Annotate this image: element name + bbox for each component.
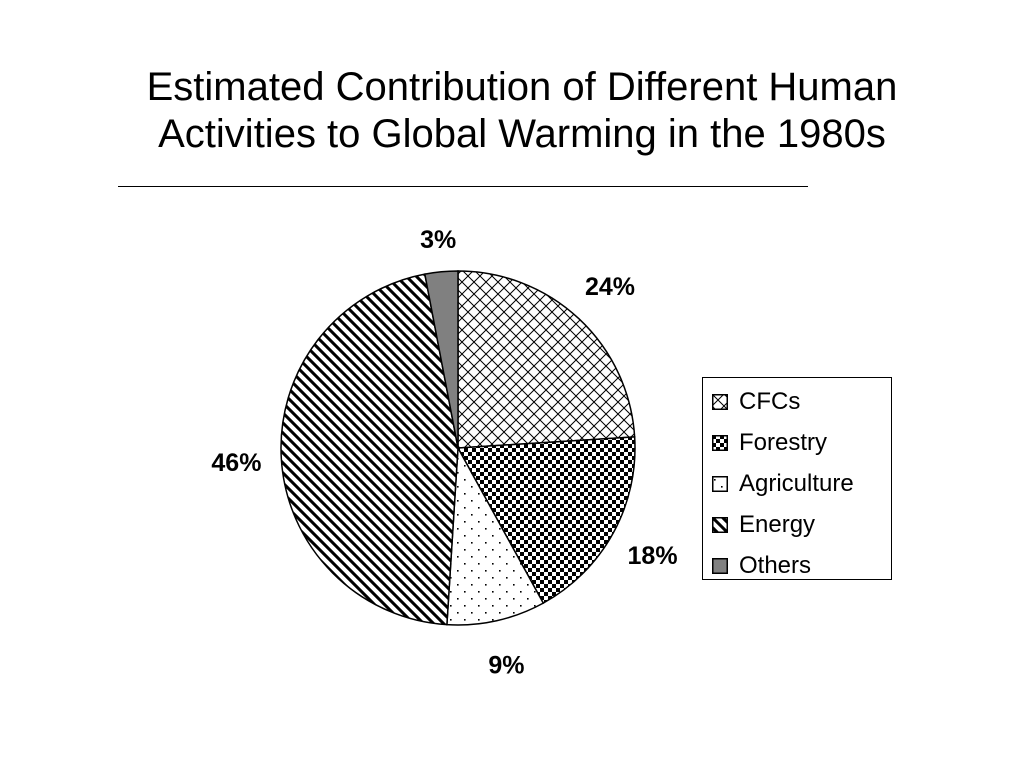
- pie-slice-cfcs: [457, 270, 636, 449]
- pie-label-agriculture: 9%: [488, 652, 524, 680]
- legend-item-forestry: Forestry: [712, 429, 827, 457]
- legend-label-agriculture: Agriculture: [739, 470, 854, 497]
- pie-slice-others: [423, 270, 459, 449]
- legend-swatch-others: [712, 558, 728, 574]
- legend-label-cfcs: CFCs: [739, 388, 801, 415]
- pie-label-others: 3%: [420, 226, 456, 254]
- legend-item-energy: Energy: [712, 511, 815, 539]
- legend-swatch-agriculture: [712, 476, 728, 492]
- legend-swatch-energy: [712, 517, 728, 533]
- pie-slices: [280, 270, 636, 626]
- legend-swatch-cfcs: [712, 394, 728, 410]
- legend-item-others: Others: [712, 552, 811, 580]
- pie-label-energy: 46%: [211, 449, 261, 477]
- legend-label-energy: Energy: [739, 511, 816, 538]
- chart-legend: CFCs Forestry Agriculture Energy Others: [702, 377, 892, 580]
- chart-title: Estimated Contribution of Different Huma…: [60, 64, 984, 158]
- pie-label-cfcs: 24%: [585, 273, 635, 301]
- legend-label-others: Others: [739, 552, 812, 579]
- title-divider: [118, 186, 808, 187]
- legend-item-agriculture: Agriculture: [712, 470, 854, 498]
- pie-slice-forestry: [456, 436, 636, 605]
- pie-label-forestry: 18%: [628, 542, 678, 570]
- chart-title-line-2: Activities to Global Warming in the 1980…: [158, 112, 886, 156]
- pie-percent-labels: 24% 18% 9% 46% 3%: [211, 226, 677, 680]
- pie-slice-energy: [280, 273, 459, 626]
- pie-slice-agriculture: [446, 445, 545, 626]
- legend-item-cfcs: CFCs: [712, 388, 800, 416]
- chart-title-line-1: Estimated Contribution of Different Huma…: [146, 65, 898, 109]
- legend-swatch-forestry: [712, 435, 728, 451]
- legend-label-forestry: Forestry: [739, 429, 828, 456]
